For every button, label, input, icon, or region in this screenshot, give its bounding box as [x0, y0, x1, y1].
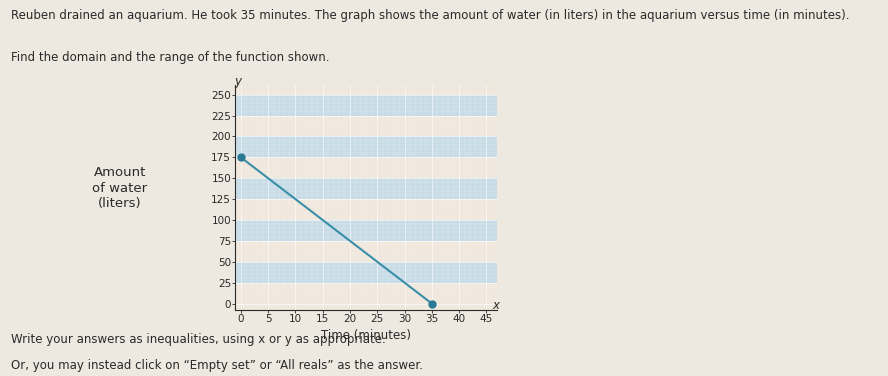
Text: Find the domain and the range of the function shown.: Find the domain and the range of the fun…: [11, 51, 329, 64]
Bar: [235, 241, 497, 262]
Bar: [235, 262, 497, 283]
X-axis label: Time (minutes): Time (minutes): [321, 329, 411, 341]
Bar: [235, 136, 497, 157]
Text: Write your answers as inequalities, using x or y as appropriate.: Write your answers as inequalities, usin…: [11, 333, 385, 346]
Text: Or, you may instead click on “Empty set” or “All reals” as the answer.: Or, you may instead click on “Empty set”…: [11, 359, 423, 372]
Bar: [235, 95, 497, 115]
Bar: [235, 220, 497, 241]
Text: Reuben drained an aquarium. He took 35 minutes. The graph shows the amount of wa: Reuben drained an aquarium. He took 35 m…: [11, 9, 849, 23]
Bar: [235, 199, 497, 220]
Bar: [235, 178, 497, 199]
Bar: [235, 157, 497, 178]
Text: x: x: [492, 299, 499, 312]
Bar: [235, 283, 497, 303]
Text: Amount
of water
(liters): Amount of water (liters): [92, 167, 147, 209]
Text: y: y: [234, 75, 242, 88]
Bar: [235, 115, 497, 136]
